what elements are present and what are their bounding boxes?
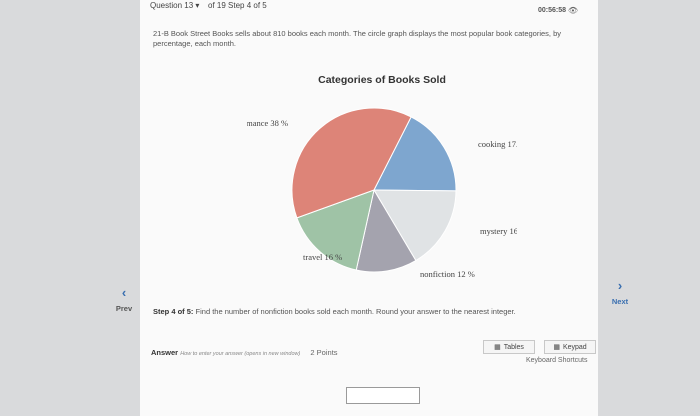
keypad-label: Keypad bbox=[562, 343, 587, 351]
chart-title: Categories of Books Sold bbox=[318, 74, 446, 86]
pie-slice-travel bbox=[296, 189, 375, 271]
step-progress: of 19 Step 4 of 5 bbox=[208, 1, 267, 10]
tables-label: Tables bbox=[503, 343, 524, 351]
answer-points: 2 Points bbox=[310, 348, 338, 357]
answer-label: Answer bbox=[151, 348, 179, 357]
keypad-button[interactable]: ▦ Keypad bbox=[544, 340, 596, 354]
pie-chart-svg: romance 38 % cooking 17.7 % mystery 16.3 %… bbox=[239, 107, 534, 279]
pie-slice-mystery bbox=[373, 189, 457, 262]
step-text: Find the number of nonfiction books sold… bbox=[193, 307, 516, 316]
keyboard-shortcuts-link[interactable]: Keyboard Shortcuts bbox=[526, 357, 588, 364]
prev-label: Prev bbox=[115, 304, 133, 313]
pie-label-romance: romance 38 % bbox=[247, 118, 288, 128]
keypad-icon: ▦ bbox=[553, 344, 560, 351]
pie-slice-nonfiction bbox=[355, 188, 417, 273]
top-bar: Question 13 ▾ of 19 Step 4 of 5 00:56:58… bbox=[140, 0, 598, 15]
chevron-right-icon: › bbox=[617, 278, 623, 293]
answer-help-link[interactable]: How to enter your answer (opens in new w… bbox=[180, 351, 301, 357]
prev-button[interactable]: ‹ Prev bbox=[110, 285, 138, 313]
timer: 00:56:58 bbox=[537, 7, 566, 14]
pie-label-cooking: cooking 17.7 % bbox=[478, 139, 517, 149]
pie-label-mystery: mystery 16.3 % bbox=[480, 226, 517, 236]
chevron-down-icon: ▾ bbox=[195, 1, 200, 10]
tables-button[interactable]: ▦ Tables bbox=[483, 340, 535, 354]
question-label: Question 13 bbox=[150, 1, 194, 10]
step-prefix: Step 4 of 5: bbox=[153, 307, 194, 316]
eye-icon[interactable]: 👁 bbox=[567, 6, 578, 15]
question-selector[interactable]: Question 13 ▾ bbox=[150, 1, 199, 10]
answer-input[interactable] bbox=[346, 387, 420, 404]
table-icon: ▦ bbox=[494, 344, 501, 351]
answer-row: Answer How to enter your answer (opens i… bbox=[151, 348, 338, 357]
pie-slice-romance bbox=[291, 107, 412, 219]
problem-statement: 21-B Book Street Books sells about 810 b… bbox=[153, 29, 562, 48]
step-instruction: Step 4 of 5: Find the number of nonficti… bbox=[153, 307, 516, 316]
pie-label-nonfiction: nonfiction 12 % bbox=[420, 269, 475, 279]
next-button[interactable]: › Next bbox=[605, 278, 635, 306]
pie-label-travel: travel 16 % bbox=[303, 252, 342, 262]
chevron-left-icon: ‹ bbox=[121, 285, 127, 300]
pie-chart: Categories of Books Sold romance 38 % coo… bbox=[239, 68, 534, 288]
pie-slice-cooking bbox=[373, 116, 457, 192]
next-label: Next bbox=[611, 297, 629, 306]
